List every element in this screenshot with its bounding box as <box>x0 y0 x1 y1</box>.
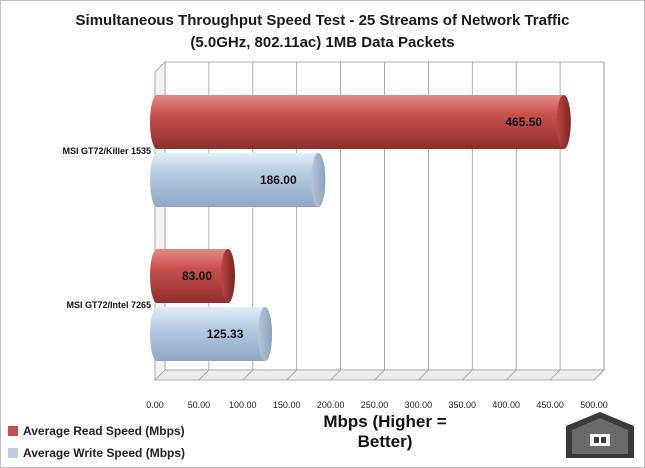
grid-floor-line <box>418 369 429 381</box>
x-tick-label: 150.00 <box>273 400 301 410</box>
legit-reviews-logo <box>566 412 634 458</box>
x-tick-label: 500.00 <box>580 400 608 410</box>
grid-floor-line <box>549 369 561 381</box>
legend-swatch-read <box>8 426 18 436</box>
category-label: MSI GT72/Intel 7265 <box>66 300 151 310</box>
grid-floor-line <box>242 369 254 381</box>
grid-floor-line <box>505 369 517 381</box>
legend-item-write: Average Write Speed (Mbps) <box>8 442 185 464</box>
bar-read <box>150 95 571 149</box>
chart-title-block: Simultaneous Throughput Speed Test - 25 … <box>0 10 645 54</box>
bar-read-cap <box>556 95 571 149</box>
grid-floor-line <box>286 369 297 381</box>
grid-floor-line <box>374 369 385 381</box>
bar-read <box>150 249 235 303</box>
bar-write <box>150 153 326 207</box>
x-tick-label: 450.00 <box>536 400 564 410</box>
bar-read-cap <box>220 249 235 303</box>
category-labels: MSI GT72/Killer 1535 MSI GT72/Intel 7265 <box>62 146 151 310</box>
data-label: 125.33 <box>207 327 244 341</box>
bar-write <box>150 307 273 361</box>
x-tick-label: 200.00 <box>317 400 345 410</box>
legend: Average Read Speed (Mbps) Average Write … <box>8 420 185 464</box>
chart-title: Simultaneous Throughput Speed Test - 25 … <box>75 12 570 29</box>
bar-write-cap <box>258 307 273 361</box>
x-tick-label: 0.00 <box>146 400 164 410</box>
x-tick-label: 350.00 <box>449 400 477 410</box>
x-tick-label: 250.00 <box>361 400 389 410</box>
data-label: 83.00 <box>182 269 212 283</box>
x-tick-label: 50.00 <box>188 400 211 410</box>
bar-write-cap <box>311 153 326 207</box>
legend-item-read: Average Read Speed (Mbps) <box>8 420 185 442</box>
data-label: 465.50 <box>505 115 542 129</box>
x-tick-label: 300.00 <box>405 400 433 410</box>
grid-floor-line <box>462 369 473 381</box>
category-label: MSI GT72/Killer 1535 <box>62 146 151 156</box>
legend-label-write: Average Write Speed (Mbps) <box>23 446 186 460</box>
x-tick-labels: 0.00 50.00 100.00 150.00 200.00 250.00 300.00 3… <box>146 400 608 410</box>
x-tick-label: 400.00 <box>492 400 520 410</box>
grid-floor-line <box>198 369 210 381</box>
chart-subtitle: (5.0GHz, 802.11ac) 1MB Data Packets <box>190 34 455 51</box>
x-axis-label: Mbps (Higher = Better) <box>323 412 447 451</box>
x-tick-label: 100.00 <box>229 400 257 410</box>
legend-label-read: Average Read Speed (Mbps) <box>23 424 185 438</box>
grid-floor-line <box>330 369 341 381</box>
data-label: 186.00 <box>260 173 297 187</box>
legend-swatch-write <box>8 448 18 458</box>
bars: 465.50 186.00 83.00 125.33 <box>150 95 571 361</box>
grid-floor-line <box>593 369 605 381</box>
